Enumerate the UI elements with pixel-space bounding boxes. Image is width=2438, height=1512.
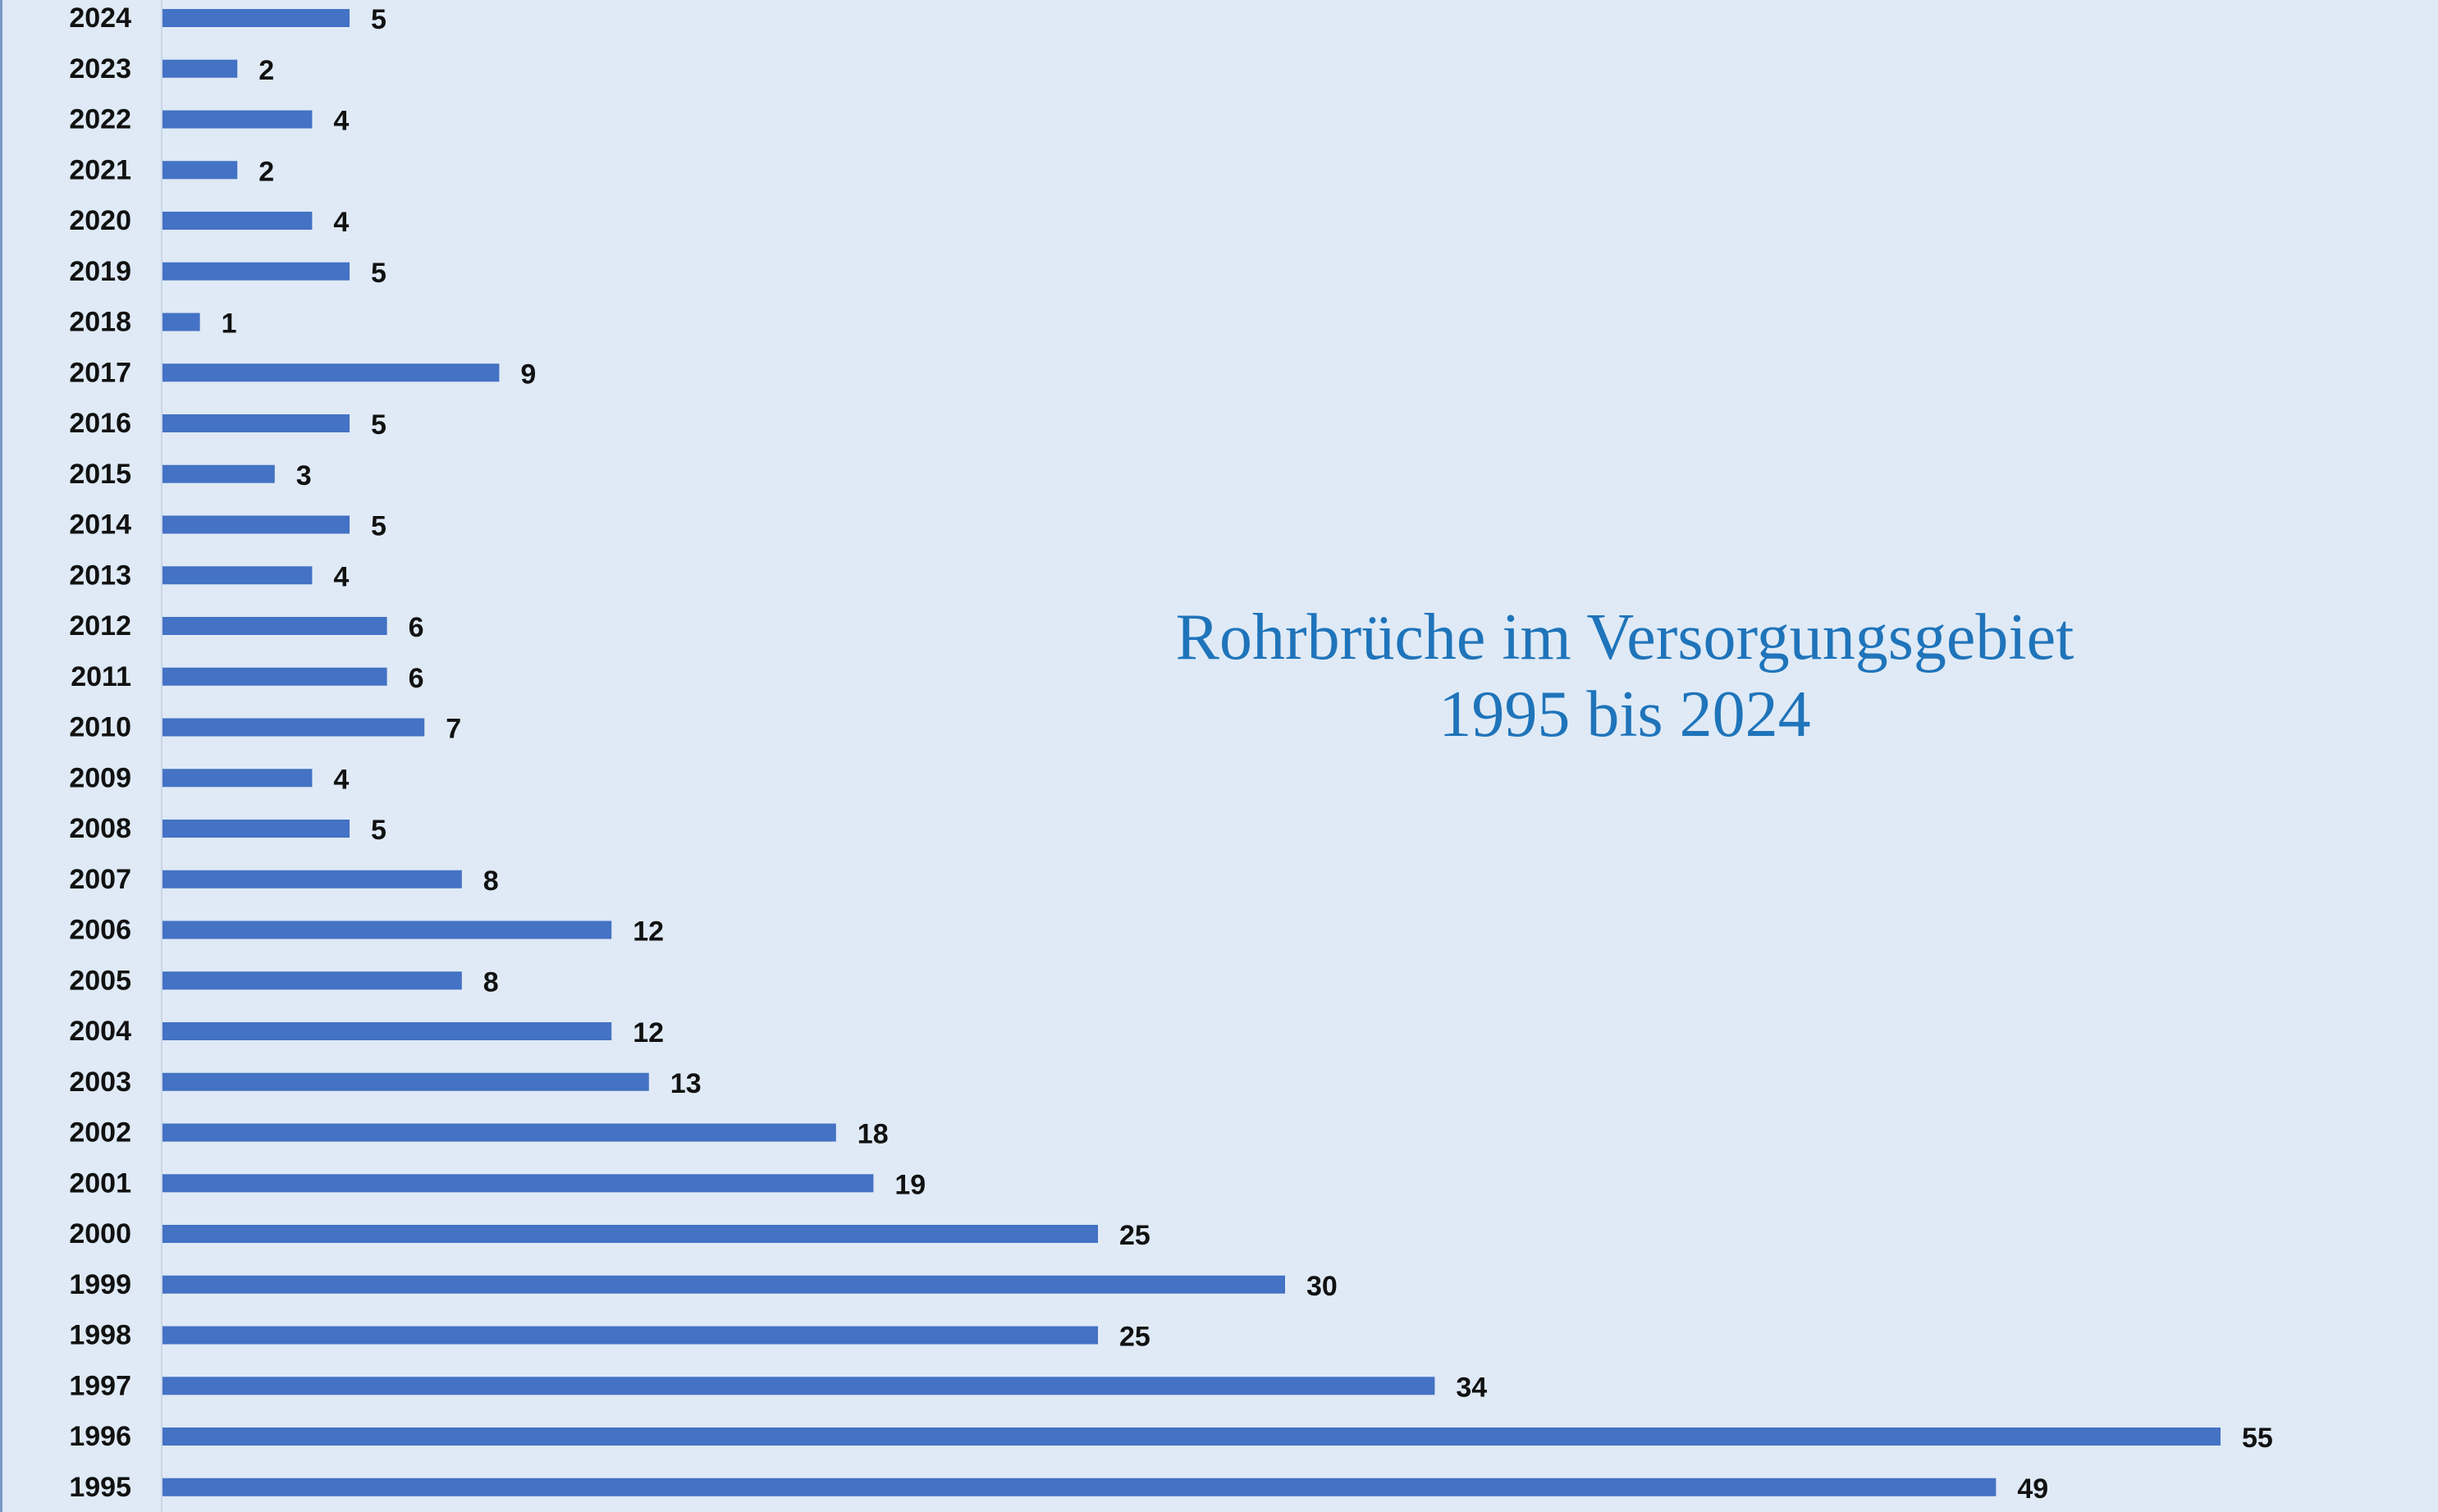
chart-title: Rohrbrüche im Versorgungsgebiet 1995 bis…	[1050, 599, 2199, 753]
y-tick-label-2006: 2006	[69, 915, 131, 946]
bar-2024	[162, 9, 350, 27]
y-tick-label-2022: 2022	[69, 104, 131, 135]
bar-2019	[162, 262, 350, 281]
data-label-2000: 25	[1119, 1220, 1150, 1251]
bar-2014	[162, 515, 350, 534]
data-label-2015: 3	[296, 460, 312, 491]
y-tick-label-2019: 2019	[69, 256, 131, 287]
data-label-2010: 7	[446, 714, 461, 745]
data-label-2003: 13	[670, 1068, 702, 1099]
y-tick-label-2002: 2002	[69, 1117, 131, 1149]
bar-2009	[162, 769, 313, 788]
bar-2012	[162, 617, 387, 635]
y-tick-label-2021: 2021	[69, 154, 131, 185]
y-tick-label-2013: 2013	[69, 560, 131, 591]
bar-2007	[162, 870, 462, 888]
data-label-2017: 9	[520, 359, 536, 390]
bar-2004	[162, 1022, 612, 1040]
y-tick-label-2000: 2000	[69, 1218, 131, 1249]
data-label-2019: 5	[371, 258, 387, 289]
bar-2001	[162, 1174, 874, 1193]
bar-2022	[162, 110, 313, 129]
y-tick-label-2009: 2009	[69, 762, 131, 793]
data-label-2018: 1	[222, 308, 237, 340]
bar-2020	[162, 212, 313, 230]
data-label-2008: 5	[371, 815, 387, 846]
bar-2006	[162, 920, 612, 939]
data-label-2021: 2	[258, 156, 274, 187]
bar-1996	[162, 1427, 2221, 1446]
bar-2015	[162, 464, 275, 483]
data-label-2023: 2	[258, 55, 274, 86]
y-tick-label-2001: 2001	[69, 1167, 131, 1199]
data-label-2006: 12	[633, 916, 664, 948]
bar-2000	[162, 1225, 1098, 1243]
y-tick-labels: 2024 2023 2022 2021 2020 2019 2018 2017 2016 2015…	[69, 2, 131, 1503]
data-label-2014: 5	[371, 511, 387, 542]
data-label-1996: 55	[2242, 1423, 2273, 1454]
y-tick-label-1996: 1996	[69, 1421, 131, 1452]
y-tick-label-2007: 2007	[69, 864, 131, 895]
y-tick-label-2014: 2014	[69, 509, 131, 541]
data-label-2020: 4	[333, 207, 349, 238]
bar-2013	[162, 566, 313, 585]
y-tick-label-2020: 2020	[69, 205, 131, 236]
bar-2023	[162, 59, 238, 78]
y-tick-label-1998: 1998	[69, 1320, 131, 1351]
data-label-1995: 49	[2017, 1473, 2048, 1505]
data-label-2004: 12	[633, 1017, 664, 1048]
data-label-2009: 4	[333, 764, 349, 795]
chart-title-line-2: 1995 bis 2024	[1439, 678, 1811, 751]
data-label-2005: 8	[483, 966, 499, 998]
bar-1995	[162, 1478, 1997, 1496]
bars-layer	[162, 9, 2221, 1496]
y-tick-label-2011: 2011	[71, 661, 131, 692]
bar-2005	[162, 971, 462, 990]
bar-2010	[162, 718, 425, 737]
data-labels: 5242451953546674581281213181925302534554…	[222, 4, 2273, 1505]
data-label-2011: 6	[409, 663, 424, 694]
y-tick-label-1997: 1997	[69, 1370, 131, 1401]
data-label-2007: 8	[483, 866, 499, 897]
bar-2018	[162, 313, 200, 331]
data-label-1998: 25	[1119, 1322, 1150, 1353]
y-tick-label-2008: 2008	[69, 813, 131, 844]
data-label-2013: 4	[333, 561, 349, 592]
data-label-1997: 34	[1456, 1372, 1487, 1403]
bar-1998	[162, 1326, 1098, 1345]
chart-left-border	[0, 0, 2, 1512]
y-tick-label-2015: 2015	[69, 459, 131, 490]
y-tick-label-2018: 2018	[69, 307, 131, 338]
y-tick-label-2023: 2023	[69, 53, 131, 85]
y-tick-label-2012: 2012	[69, 610, 131, 642]
y-tick-label-2010: 2010	[69, 712, 131, 743]
y-tick-label-1999: 1999	[69, 1269, 131, 1300]
bar-2003	[162, 1072, 649, 1091]
y-tick-label-2004: 2004	[69, 1016, 131, 1047]
data-label-1999: 30	[1306, 1271, 1338, 1302]
y-tick-label-2016: 2016	[69, 408, 131, 439]
bar-2016	[162, 414, 350, 432]
chart-title-line-1: Rohrbrüche im Versorgungsgebiet	[1175, 601, 2074, 674]
bar-2011	[162, 667, 387, 686]
y-tick-label-2017: 2017	[69, 357, 131, 388]
bar-1997	[162, 1377, 1435, 1396]
bar-2017	[162, 363, 500, 382]
data-label-2024: 5	[371, 4, 387, 35]
bar-1999	[162, 1275, 1285, 1294]
data-label-2002: 18	[858, 1119, 889, 1150]
data-label-2012: 6	[409, 612, 424, 643]
data-label-2001: 19	[894, 1169, 926, 1200]
y-tick-label-2003: 2003	[69, 1067, 131, 1098]
bar-2008	[162, 820, 350, 838]
y-tick-label-2005: 2005	[69, 965, 131, 996]
bar-2002	[162, 1123, 836, 1142]
y-tick-label-2024: 2024	[69, 2, 131, 34]
y-tick-label-1995: 1995	[69, 1472, 131, 1503]
bar-2021	[162, 161, 238, 180]
data-label-2022: 4	[333, 106, 349, 137]
data-label-2016: 5	[371, 409, 387, 441]
